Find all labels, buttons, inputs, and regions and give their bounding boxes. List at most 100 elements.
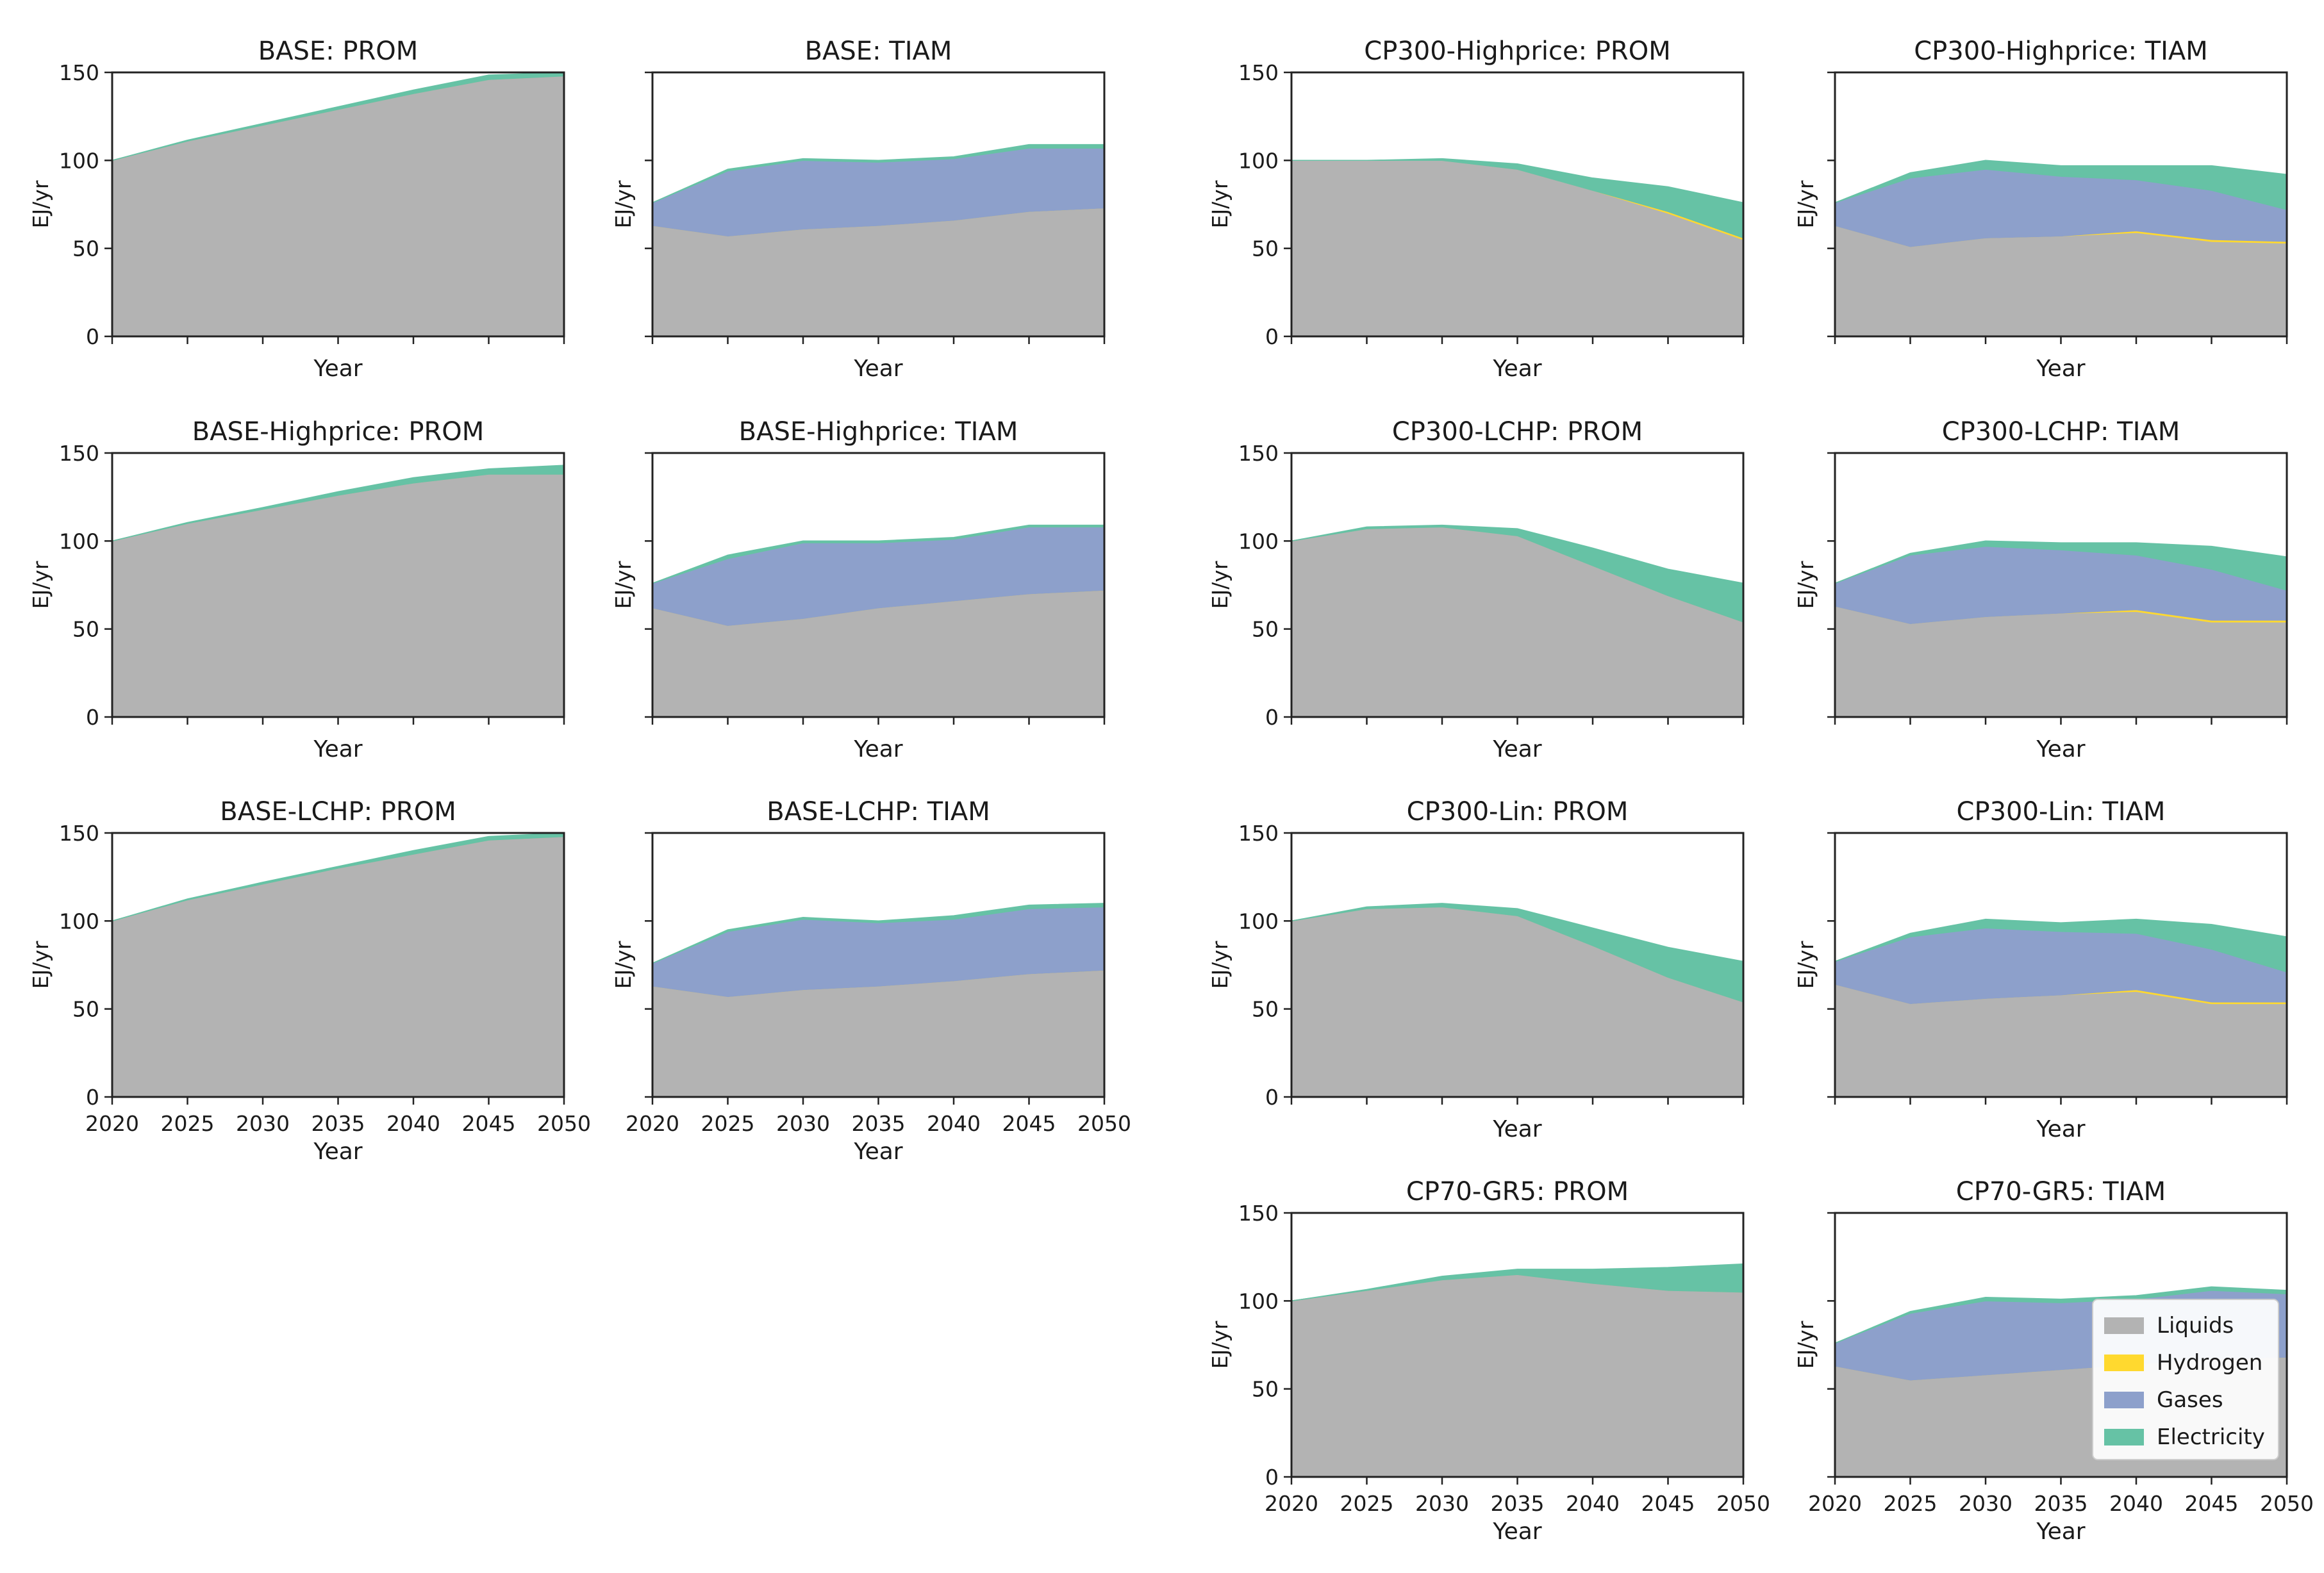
x-tick-label: 2030 xyxy=(1959,1491,2013,1516)
panel-cp70-gr5-prom: 2020 2025 2030 2035 2040 2045 2050 0 50 100 150 CP7… xyxy=(1208,1177,1770,1545)
area-liquids xyxy=(1291,1274,1744,1478)
y-axis-label: EJ/yr xyxy=(1208,180,1233,228)
panel-title: CP300-LCHP: PROM xyxy=(1392,417,1643,447)
x-axis-label: Year xyxy=(1492,1116,1541,1142)
y-tick-label: 50 xyxy=(1252,1377,1279,1402)
x-axis-label: Year xyxy=(1492,1519,1541,1545)
panel-cp300-highprice-prom: 0 50 100 150 CP300-Highprice: PROM Year EJ/yr xyxy=(1208,37,1745,382)
x-axis-label: Year xyxy=(853,1139,902,1165)
legend-label-gases: Gases xyxy=(2157,1387,2223,1413)
legend-label-electricity: Electricity xyxy=(2157,1424,2265,1450)
y-tick-label: 100 xyxy=(1238,529,1279,554)
x-tick-label: 2040 xyxy=(2109,1491,2163,1516)
x-axis-label: Year xyxy=(2036,1116,2085,1142)
y-tick-label: 150 xyxy=(1238,821,1279,846)
panel-title: BASE-LCHP: TIAM xyxy=(767,797,990,827)
y-tick-label: 150 xyxy=(1238,1201,1279,1226)
x-tick-label: 2050 xyxy=(2260,1491,2314,1516)
panel-title: BASE-Highprice: PROM xyxy=(192,417,485,447)
y-tick-label: 0 xyxy=(1265,324,1279,349)
x-tick-label: 2030 xyxy=(236,1111,290,1136)
panel-title: CP300-Highprice: TIAM xyxy=(1914,37,2208,66)
x-tick-label: 2045 xyxy=(2185,1491,2239,1516)
y-axis-label: EJ/yr xyxy=(1208,941,1233,989)
x-axis-label: Year xyxy=(313,356,362,382)
y-tick-label: 150 xyxy=(59,821,99,846)
panel-base-lchp-prom: 2020 2025 2030 2035 2040 2045 2050 0 50 100 150 BAS… xyxy=(28,797,591,1165)
x-tick-label: 2020 xyxy=(1808,1491,1862,1516)
area-liquids xyxy=(1834,605,2287,718)
x-tick-label: 2045 xyxy=(1641,1491,1695,1516)
x-tick-label: 2020 xyxy=(85,1111,139,1136)
legend-swatch-gases xyxy=(2104,1392,2144,1408)
x-tick-label: 2035 xyxy=(2034,1491,2088,1516)
y-tick-label: 0 xyxy=(86,324,99,349)
panel-cp300-highprice-tiam: CP300-Highprice: TIAM Year EJ/yr xyxy=(1793,37,2288,382)
y-tick-label: 100 xyxy=(1238,909,1279,934)
legend-label-liquids: Liquids xyxy=(2157,1313,2234,1338)
panel-title: BASE-LCHP: PROM xyxy=(220,797,456,827)
x-tick-label: 2025 xyxy=(701,1111,755,1136)
panel-base-prom: 0 50 100 150 BASE: PROM Year EJ/yr xyxy=(28,37,565,382)
y-tick-label: 50 xyxy=(72,997,99,1022)
x-axis-label: Year xyxy=(2036,1519,2085,1545)
y-tick-label: 150 xyxy=(59,441,99,466)
y-axis-label: EJ/yr xyxy=(1793,941,1818,989)
y-tick-label: 0 xyxy=(86,705,99,730)
x-tick-label: 2020 xyxy=(626,1111,679,1136)
y-tick-label: 0 xyxy=(86,1085,99,1110)
x-axis-label: Year xyxy=(2036,736,2085,762)
panel-title: BASE: PROM xyxy=(258,37,419,66)
y-tick-label: 0 xyxy=(1265,705,1279,730)
x-tick-label: 2050 xyxy=(1716,1491,1770,1516)
y-tick-label: 0 xyxy=(1265,1085,1279,1110)
legend-label-hydrogen: Hydrogen xyxy=(2157,1350,2262,1376)
legend-swatch-electricity xyxy=(2104,1429,2144,1445)
legend: Liquids Hydrogen Gases Electricity xyxy=(2092,1299,2279,1460)
y-axis-label: EJ/yr xyxy=(28,561,53,609)
panel-cp300-lchp-prom: 0 50 100 150 CP300-LCHP: PROM Year EJ/yr xyxy=(1208,417,1745,762)
panel-title: CP300-Lin: PROM xyxy=(1407,797,1629,827)
panel-cp300-lchp-tiam: CP300-LCHP: TIAM Year EJ/yr xyxy=(1793,417,2288,762)
panel-base-highprice-tiam: BASE-Highprice: TIAM Year EJ/yr xyxy=(611,417,1106,762)
y-tick-label: 100 xyxy=(1238,148,1279,173)
y-tick-label: 100 xyxy=(59,909,99,934)
x-tick-label: 2035 xyxy=(311,1111,365,1136)
x-tick-label: 2020 xyxy=(1265,1491,1318,1516)
x-tick-label: 2030 xyxy=(776,1111,830,1136)
y-tick-label: 100 xyxy=(59,529,99,554)
panel-cp300-lin-tiam: CP300-Lin: TIAM Year EJ/yr xyxy=(1793,797,2288,1142)
y-tick-label: 50 xyxy=(1252,617,1279,642)
y-axis-label: EJ/yr xyxy=(28,941,53,989)
panel-title: BASE-Highprice: TIAM xyxy=(739,417,1018,447)
y-tick-label: 100 xyxy=(59,148,99,173)
x-tick-label: 2035 xyxy=(852,1111,906,1136)
y-tick-label: 150 xyxy=(1238,60,1279,85)
legend-swatch-hydrogen xyxy=(2104,1355,2144,1371)
y-tick-label: 0 xyxy=(1265,1465,1279,1490)
y-axis-label: EJ/yr xyxy=(1208,1321,1233,1369)
panel-base-lchp-tiam: 2020 2025 2030 2035 2040 2045 2050 BASE-LCHP: T… xyxy=(611,797,1131,1165)
y-tick-label: 150 xyxy=(59,60,99,85)
x-tick-label: 2035 xyxy=(1491,1491,1545,1516)
panel-base-highprice-prom: 0 50 100 150 BASE-Highprice: PROM Year EJ/yr xyxy=(28,417,565,762)
panel-title: CP300-Highprice: PROM xyxy=(1364,37,1670,66)
y-tick-label: 150 xyxy=(1238,441,1279,466)
x-tick-label: 2040 xyxy=(386,1111,440,1136)
y-axis-label: EJ/yr xyxy=(1208,561,1233,609)
panel-title: CP300-Lin: TIAM xyxy=(1957,797,2166,827)
x-tick-label: 2025 xyxy=(1340,1491,1394,1516)
panel-title: CP70-GR5: TIAM xyxy=(1956,1177,2166,1207)
x-tick-label: 2050 xyxy=(537,1111,591,1136)
y-axis-label: EJ/yr xyxy=(1793,561,1818,609)
x-tick-label: 2045 xyxy=(462,1111,516,1136)
x-tick-label: 2050 xyxy=(1077,1111,1131,1136)
x-tick-label: 2030 xyxy=(1415,1491,1469,1516)
x-axis-label: Year xyxy=(853,736,902,762)
y-axis-label: EJ/yr xyxy=(28,180,53,228)
x-axis-label: Year xyxy=(2036,356,2085,382)
y-axis-label: EJ/yr xyxy=(611,180,636,228)
y-axis-label: EJ/yr xyxy=(1793,180,1818,228)
y-axis-label: EJ/yr xyxy=(611,941,636,989)
